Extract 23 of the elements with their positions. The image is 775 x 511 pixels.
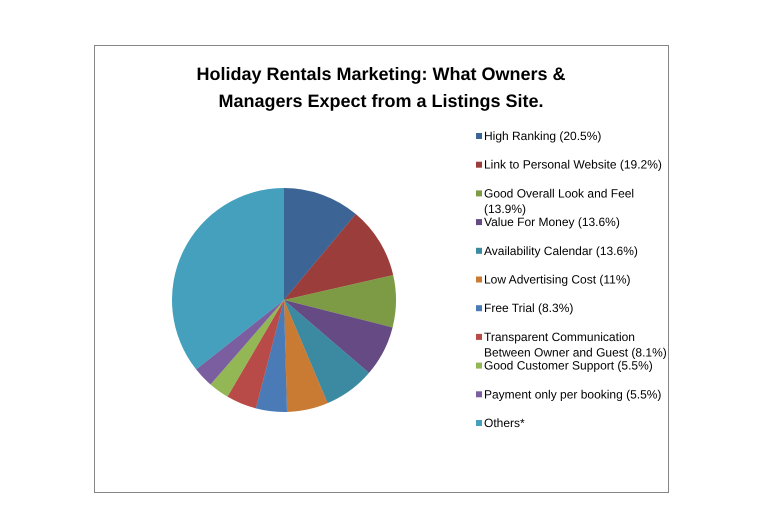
- pie-slice: [284, 300, 393, 373]
- legend-label: Transparent Communication Between Owner and Guest (8.1%): [484, 330, 667, 360]
- pie-slice: [172, 188, 284, 370]
- pie-slice: [196, 300, 284, 385]
- pie-slice: [227, 300, 284, 408]
- pie-slice: [284, 300, 370, 404]
- legend-label: Availability Calendar (13.6%): [484, 244, 638, 258]
- legend-label: Good Customer Support (5.5%): [484, 358, 653, 373]
- legend-label: High Ranking (20.5%): [484, 129, 602, 143]
- pie-slice: [284, 300, 328, 412]
- pie-slice: [210, 300, 284, 397]
- legend-label: Payment only per booking (5.5%): [484, 387, 662, 402]
- legend-label: Link to Personal Website (19.2%): [484, 158, 662, 172]
- legend-label: Low Advertising Cost (11%): [484, 272, 631, 286]
- legend-label: Value For Money (13.6%): [484, 215, 620, 230]
- pie-slice: [284, 275, 396, 328]
- legend-label: Others*: [484, 416, 526, 430]
- pie-slice: [284, 214, 394, 300]
- pie-slice: [284, 188, 356, 300]
- legend-label: Free Trial (8.3%): [484, 301, 574, 316]
- legend-label: Good Overall Look and Feel (13.9%): [484, 186, 634, 216]
- pie-slice: [256, 300, 288, 412]
- chart-title: Holiday Rentals Marketing: What Owners & Managers Expect from a Listings Site.: [196, 64, 566, 111]
